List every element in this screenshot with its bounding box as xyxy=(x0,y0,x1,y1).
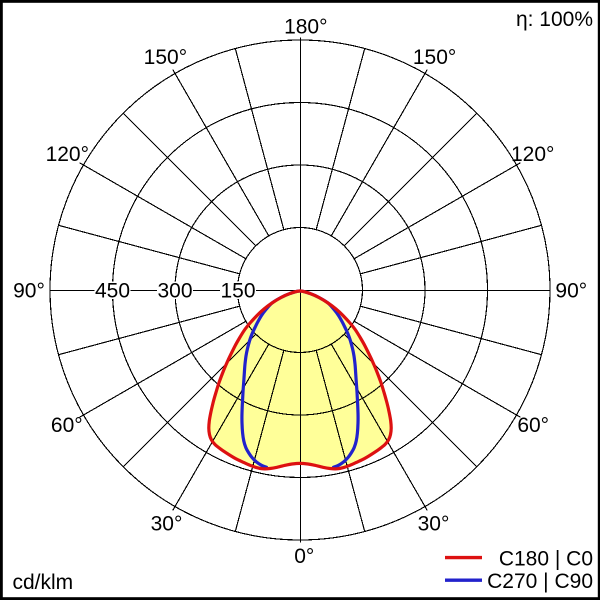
svg-text:150°: 150° xyxy=(413,46,456,69)
svg-text:300: 300 xyxy=(157,280,192,303)
svg-text:cd/klm: cd/klm xyxy=(13,571,74,594)
svg-text:180°: 180° xyxy=(284,15,327,38)
svg-text:120°: 120° xyxy=(46,143,89,166)
svg-text:C180 | C0: C180 | C0 xyxy=(499,548,593,571)
svg-text:150: 150 xyxy=(220,280,255,303)
svg-text:60°: 60° xyxy=(517,414,549,437)
svg-text:30°: 30° xyxy=(151,513,183,536)
svg-text:60°: 60° xyxy=(51,414,83,437)
svg-text:150°: 150° xyxy=(144,46,187,69)
svg-text:120°: 120° xyxy=(511,143,554,166)
svg-text:C270 | C90: C270 | C90 xyxy=(487,570,593,593)
svg-text:0°: 0° xyxy=(294,545,314,568)
svg-text:30°: 30° xyxy=(418,513,450,536)
svg-text:450: 450 xyxy=(95,280,130,303)
svg-text:90°: 90° xyxy=(13,280,45,303)
svg-text:90°: 90° xyxy=(555,280,587,303)
svg-text:η: 100%: η: 100% xyxy=(516,8,593,31)
